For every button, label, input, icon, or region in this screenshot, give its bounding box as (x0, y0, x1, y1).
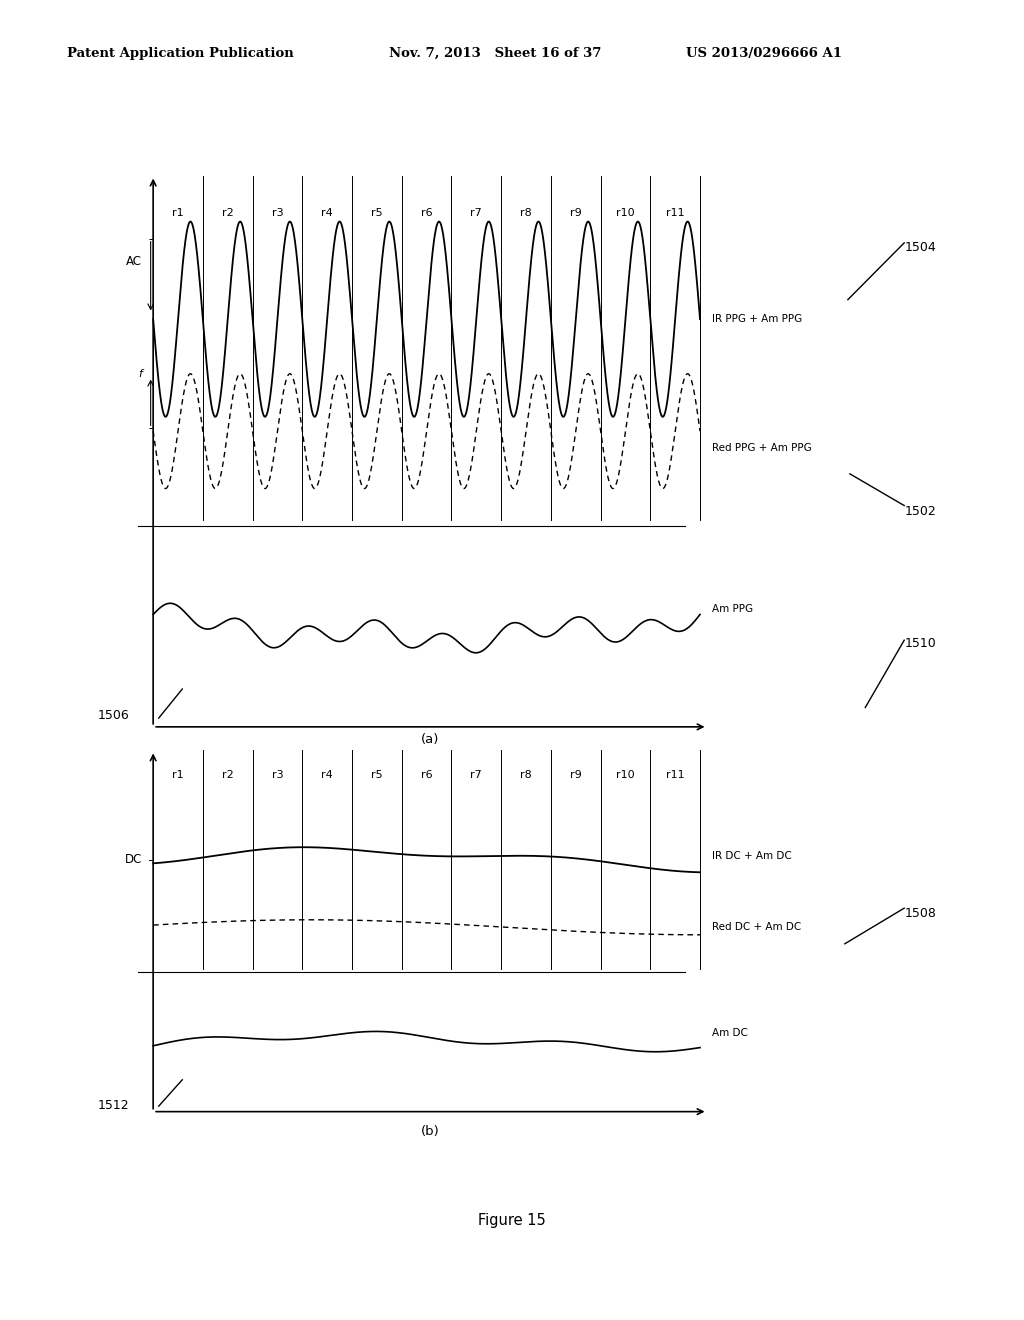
Text: IR DC + Am DC: IR DC + Am DC (713, 851, 793, 861)
Text: r11: r11 (666, 209, 684, 218)
Text: r4: r4 (322, 209, 333, 218)
Text: r8: r8 (520, 770, 531, 780)
Text: r2: r2 (222, 770, 233, 780)
Text: r6: r6 (421, 209, 432, 218)
Text: f: f (138, 368, 142, 379)
Text: Nov. 7, 2013   Sheet 16 of 37: Nov. 7, 2013 Sheet 16 of 37 (389, 46, 601, 59)
Text: r3: r3 (271, 770, 284, 780)
Text: r11: r11 (666, 770, 684, 780)
Text: 1512: 1512 (97, 1098, 129, 1111)
Text: r5: r5 (371, 770, 383, 780)
Text: 1510: 1510 (904, 636, 936, 649)
Text: Figure 15: Figure 15 (478, 1213, 546, 1228)
Text: r9: r9 (570, 209, 582, 218)
Text: r7: r7 (470, 209, 482, 218)
Text: DC: DC (125, 853, 142, 866)
Text: r9: r9 (570, 770, 582, 780)
Text: Am DC: Am DC (713, 1028, 749, 1038)
Text: 1508: 1508 (904, 907, 936, 920)
Text: Patent Application Publication: Patent Application Publication (67, 46, 293, 59)
Text: r8: r8 (520, 209, 531, 218)
Text: r3: r3 (271, 209, 284, 218)
Text: Red PPG + Am PPG: Red PPG + Am PPG (713, 444, 812, 453)
Text: US 2013/0296666 A1: US 2013/0296666 A1 (686, 46, 842, 59)
Text: Red DC + Am DC: Red DC + Am DC (713, 923, 802, 932)
Text: IR PPG + Am PPG: IR PPG + Am PPG (713, 314, 803, 325)
Text: r2: r2 (222, 209, 233, 218)
Text: 1506: 1506 (97, 709, 129, 722)
Text: r10: r10 (616, 770, 635, 780)
Text: Am PPG: Am PPG (713, 605, 754, 614)
Text: (b): (b) (421, 1125, 439, 1138)
Text: r10: r10 (616, 209, 635, 218)
Text: r6: r6 (421, 770, 432, 780)
Text: r1: r1 (172, 209, 184, 218)
Text: r7: r7 (470, 770, 482, 780)
Text: r1: r1 (172, 770, 184, 780)
Text: r4: r4 (322, 770, 333, 780)
Text: 1504: 1504 (904, 240, 936, 253)
Text: AC: AC (126, 255, 142, 268)
Text: r5: r5 (371, 209, 383, 218)
Text: (a): (a) (421, 733, 439, 746)
Text: 1502: 1502 (904, 504, 936, 517)
